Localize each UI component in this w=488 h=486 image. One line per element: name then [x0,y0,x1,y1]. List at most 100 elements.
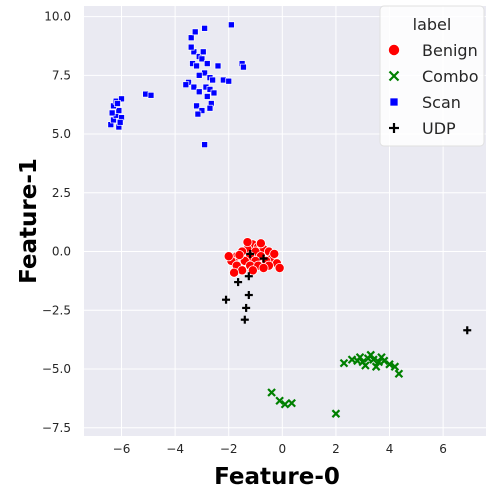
point-scan [198,55,206,63]
legend-entry-combo: Combo [388,67,479,86]
point-benign [223,251,234,262]
point-combo [339,358,349,368]
point-scan [182,81,190,89]
x-tick-label: 2 [332,442,340,456]
point-combo [280,400,290,409]
point-scan [198,107,206,114]
x-tick-label: 4 [386,442,394,456]
y-tick-label: 5.0 [52,127,71,141]
point-benign [229,267,240,278]
x-tick-label: −6 [113,442,131,456]
point-scan [203,93,211,100]
point-udp [259,254,268,263]
point-scan [118,95,125,103]
legend-box [379,5,485,147]
legend-entry-udp: UDP [389,119,456,138]
point-udp [244,291,253,300]
point-combo [377,353,386,362]
point-udp [463,326,472,335]
legend-label-benign: Benign [422,41,478,60]
point-scan [225,77,233,85]
point-scan [195,88,203,96]
y-tick-label: 2.5 [52,186,71,200]
point-scan [115,107,123,114]
y-tick-label: 10.0 [44,10,71,24]
point-scan [210,89,218,97]
legend-title: label [413,15,452,34]
point-scan [206,86,214,93]
point-scan [187,34,195,42]
point-scan [191,28,199,36]
point-benign [234,250,245,261]
point-udp [240,315,249,324]
data-points [107,21,472,418]
y-tick-labels: −7.5 −5.0 −2.5 0.0 2.5 5.0 7.5 10.0 [42,10,71,435]
legend-entry-benign: Benign [387,41,478,60]
legend-marker-combo [388,70,400,82]
legend-label-udp: UDP [422,119,456,138]
point-combo [369,355,378,364]
grid-lines [84,6,486,436]
point-scan [193,62,200,70]
x-tick-label: −4 [166,442,184,456]
point-combo [355,353,365,362]
point-combo [331,409,341,418]
point-scan [116,118,124,126]
point-combo [287,398,296,408]
point-scan [203,60,211,67]
y-tick-label: −7.5 [42,421,71,435]
point-combo [394,369,404,379]
point-combo [275,396,284,406]
x-tick-label: 6 [439,442,447,456]
point-combo [385,360,394,369]
point-udp [222,295,231,304]
series-scan [107,21,247,148]
point-scan [195,71,203,79]
point-benign [258,262,269,273]
point-scan [201,141,208,148]
y-axis-title: Feature-1 [16,158,42,284]
point-combo [267,388,276,397]
x-axis-title: Feature-0 [214,464,340,486]
point-scan [190,83,198,91]
point-udp [246,249,255,258]
legend: label Benign Combo Scan UDP [379,5,485,147]
point-scan [209,76,216,84]
point-scan [228,21,235,29]
x-tick-label: 0 [278,442,286,456]
legend-marker-scan [389,97,399,107]
point-scan [199,48,207,56]
point-udp [242,303,251,312]
point-scan [194,110,202,118]
series-combo [267,350,404,418]
point-scan [240,63,247,71]
legend-entry-scan: Scan [389,93,461,112]
series-benign [223,237,285,278]
point-combo [390,362,400,371]
point-scan [187,43,195,51]
point-scan [108,109,116,117]
point-scan [147,91,155,99]
point-scan [114,100,121,107]
point-udp [244,272,253,281]
legend-label-combo: Combo [422,67,479,86]
y-tick-label: −2.5 [42,303,71,317]
point-benign [255,238,266,249]
y-tick-label: 0.0 [52,245,71,259]
legend-marker-benign [387,44,400,57]
point-benign [247,265,258,276]
legend-label-scan: Scan [422,93,461,112]
legend-marker-udp [389,123,399,133]
point-udp [234,278,243,287]
point-scan [214,62,222,70]
series-udp [222,249,472,335]
x-tick-labels: −6 −4 −2 0 2 4 6 [113,442,447,456]
y-tick-label: 7.5 [52,68,71,82]
point-combo [361,361,370,370]
point-combo [366,350,376,360]
point-scan [206,104,214,112]
point-benign [274,262,285,273]
point-scan [193,102,200,110]
point-benign [269,248,280,259]
